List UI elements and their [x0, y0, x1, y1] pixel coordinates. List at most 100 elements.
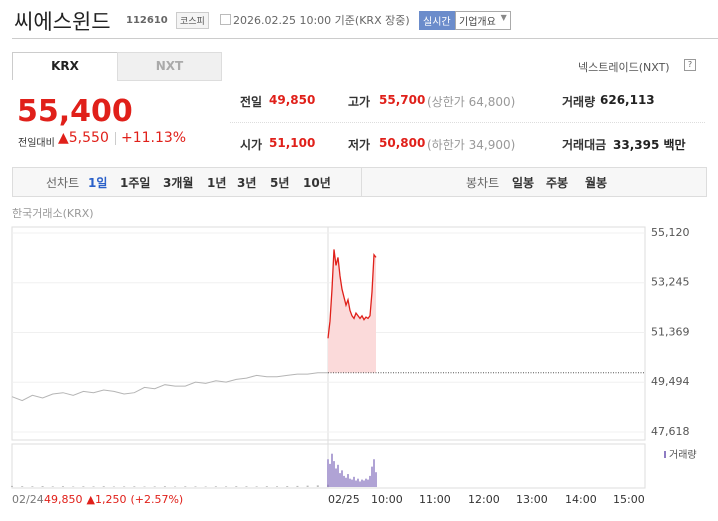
volume-bar: [339, 473, 341, 487]
line-chart-label: 선차트: [46, 176, 80, 190]
volume-bar: [371, 466, 373, 487]
x-tick-label: 02/24: [12, 493, 44, 506]
volume-legend: 거래량: [669, 449, 697, 461]
stat-label: 시가: [240, 138, 263, 152]
volume-bar: [11, 485, 13, 487]
volume-bar: [359, 481, 361, 487]
today-line: [327, 249, 377, 339]
volume-bar: [351, 479, 353, 487]
volume-bar: [112, 486, 115, 487]
volume-bar: [365, 478, 367, 487]
volume-bar: [329, 463, 331, 487]
period-button[interactable]: 10년: [303, 176, 331, 190]
volume-bar: [225, 486, 228, 487]
volume-bar: [331, 453, 333, 487]
volume-bar: [349, 478, 351, 487]
candle-button[interactable]: 일봉: [512, 176, 535, 190]
y-tick-label: 55,120: [651, 226, 690, 239]
stat-divider: [230, 122, 705, 123]
price-change: ▲5,550: [58, 130, 109, 146]
footer-change: ▲1,250: [87, 493, 127, 506]
volume-bar: [92, 486, 95, 487]
dropdown-arrow: ▼: [500, 13, 507, 22]
volume-bar: [357, 478, 359, 487]
volume-bar: [214, 486, 217, 487]
volume-bar: [153, 486, 156, 487]
yesterday-line: [11, 372, 328, 402]
volume-bar: [369, 475, 371, 487]
period-button[interactable]: 1년: [207, 176, 227, 190]
volume-bar: [123, 486, 126, 487]
period-button[interactable]: 3개월: [163, 176, 194, 190]
volume-bar: [327, 459, 329, 487]
stock-code: 112610: [126, 15, 168, 26]
current-price: 55,400: [17, 94, 133, 129]
volume-bar: [61, 486, 64, 487]
period-button[interactable]: 3년: [237, 176, 257, 190]
stat-value: 626,113: [600, 93, 655, 107]
help-icon[interactable]: ?: [684, 59, 696, 71]
divider: [12, 38, 718, 39]
nxt-link[interactable]: 넥스트레이드(NXT): [578, 61, 670, 74]
period-button[interactable]: 5년: [270, 176, 290, 190]
tab-nxt[interactable]: NXT: [117, 52, 222, 81]
volume-bar: [367, 479, 369, 487]
x-tick-label: 14:00: [565, 493, 597, 506]
stat-extra: (하한가 34,900): [427, 138, 516, 152]
stat-value: 51,100: [269, 136, 316, 150]
volume-legend-swatch: [664, 451, 666, 458]
x-tick-label: 10:00: [371, 493, 403, 506]
volume-bar: [31, 486, 34, 487]
stat-value: 49,850: [269, 93, 316, 107]
volume-bar: [82, 486, 85, 487]
separator: [115, 132, 116, 145]
volume-bar: [306, 485, 309, 487]
volume-bar: [375, 472, 377, 487]
y-tick-label: 51,369: [651, 326, 690, 339]
company-info-dropdown[interactable]: 기업개요 ▼: [455, 11, 511, 30]
volume-bar: [363, 480, 365, 487]
x-tick-label: 13:00: [516, 493, 548, 506]
volume-bar: [296, 485, 299, 487]
volume-bar: [163, 486, 166, 487]
volume-bar: [333, 461, 335, 487]
volume-bar: [174, 486, 177, 487]
candle-button[interactable]: 주봉: [546, 176, 569, 190]
volume-bar: [133, 486, 136, 487]
volume-bar: [345, 477, 347, 487]
calendar-icon: [220, 14, 231, 25]
period-button[interactable]: 1주일: [120, 176, 151, 190]
stat-label: 전일: [240, 95, 263, 109]
x-tick-label: 12:00: [468, 493, 500, 506]
volume-bar: [276, 486, 279, 487]
volume-bar: [355, 480, 357, 487]
company-info-label: 기업개요: [459, 17, 496, 28]
candle-button[interactable]: 월봉: [585, 176, 608, 190]
stat-value: 55,700: [379, 93, 426, 107]
realtime-button[interactable]: 실시간: [419, 11, 455, 30]
volume-bar: [347, 474, 349, 487]
x-tick-label: 02/25: [328, 493, 360, 506]
market-badge: 코스피: [176, 12, 209, 29]
volume-bar: [286, 486, 289, 487]
volume-bar: [21, 486, 24, 487]
stock-name: 씨에스윈드: [14, 10, 111, 34]
volume-bar: [255, 486, 258, 487]
stat-label: 거래대금: [562, 138, 607, 152]
stat-extra: (상한가 64,800): [427, 95, 516, 109]
volume-bar: [204, 486, 207, 487]
volume-bar: [341, 470, 343, 487]
today-area: [328, 249, 376, 373]
period-bar: [12, 167, 707, 197]
y-tick-label: 47,618: [651, 425, 690, 438]
volume-bar: [194, 486, 197, 487]
volume-bar: [316, 485, 319, 487]
stat-label: 고가: [348, 95, 371, 109]
period-button[interactable]: 1일: [88, 176, 108, 190]
volume-bar: [353, 476, 355, 487]
change-rate: +11.13%: [121, 130, 187, 146]
y-tick-label: 53,245: [651, 276, 690, 289]
x-tick-label: 15:00: [613, 493, 645, 506]
